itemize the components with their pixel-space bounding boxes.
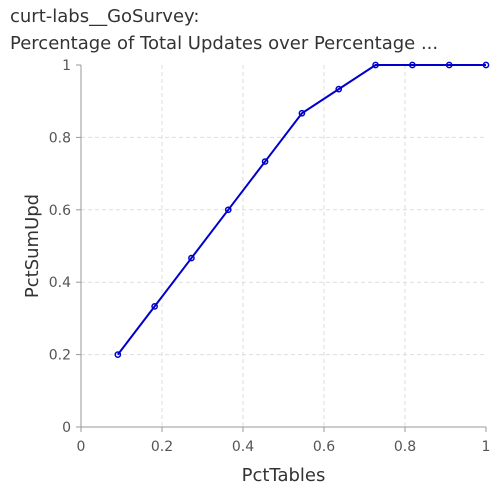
series-layer [114, 61, 490, 358]
data-point-0-6 [335, 85, 343, 93]
y-tick-label-1: 0.2 [49, 348, 71, 364]
data-point-0-0 [114, 351, 122, 358]
y-axis-title: PctSumUpd [22, 194, 43, 298]
data-point-0-1 [151, 302, 158, 310]
x-tick-label-4: 0.8 [394, 439, 416, 455]
x-tick-label-5: 1 [482, 439, 491, 455]
grid-layer [81, 65, 486, 427]
data-point-0-3 [224, 206, 232, 214]
x-axis-title: PctTables [242, 465, 326, 486]
data-point-0-7 [372, 61, 379, 69]
chart-title-line-2: Percentage of Total Updates over Percent… [10, 33, 439, 54]
data-point-0-8 [409, 61, 416, 69]
x-tick-label-3: 0.6 [313, 439, 335, 455]
x-tick-label-1: 0.2 [151, 439, 173, 455]
data-point-0-2 [188, 254, 195, 262]
y-tick-label-5: 1 [62, 58, 71, 74]
y-tick-label-3: 0.6 [49, 203, 71, 219]
axis-layer [76, 64, 487, 432]
data-point-0-9 [445, 61, 453, 69]
x-tick-label-2: 0.4 [232, 439, 254, 455]
y-tick-label-0: 0 [62, 420, 71, 436]
data-point-0-4 [261, 158, 269, 165]
series-line-0 [117, 64, 486, 356]
data-point-0-10 [482, 61, 490, 69]
data-point-0-5 [298, 109, 306, 117]
tick-labels: 0 0.2 0.4 0.6 0.8 1 0 0.2 0.4 0.6 0.8 1 [49, 58, 491, 455]
x-tick-label-0: 0 [77, 439, 86, 455]
y-tick-label-4: 0.8 [49, 130, 71, 146]
y-tick-label-2: 0.4 [49, 275, 71, 291]
chart-title-line-1: curt-labs__GoSurvey: [10, 6, 200, 27]
